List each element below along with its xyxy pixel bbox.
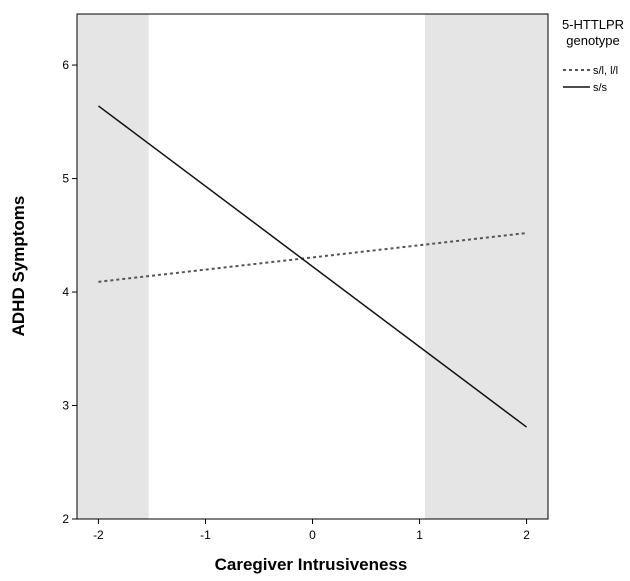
y-tick-label: 4 [62,285,69,299]
x-axis-title: Caregiver Intrusiveness [215,555,408,574]
x-tick-label: 1 [416,528,423,542]
legend-title-line-2: genotype [566,33,620,48]
shaded-regions [77,14,548,519]
legend-title-line-1: 5-HTTLPR [562,17,624,32]
shaded-region-2 [424,14,548,519]
x-tick-label: -2 [93,528,104,542]
y-axis-title: ADHD Symptoms [9,196,28,337]
x-tick-label: -1 [200,528,211,542]
y-tick-label: 3 [62,399,69,413]
series-lines [97,105,528,428]
x-axis: -2 -1 0 1 2 [93,519,530,542]
series-line-s-s [97,105,528,428]
y-tick-label: 2 [62,512,69,526]
x-tick-label: 0 [309,528,316,542]
y-tick-label: 5 [62,172,69,186]
y-axis: 2 3 4 5 6 [62,58,77,526]
legend-label-s-s: s/s [593,82,608,94]
legend: 5-HTTLPR genotype s/l, l/l s/s [562,17,624,94]
legend-label-s-l: s/l, l/l [593,65,618,77]
y-tick-label: 6 [62,58,69,72]
x-tick-label: 2 [523,528,530,542]
shaded-region-1 [77,14,149,519]
